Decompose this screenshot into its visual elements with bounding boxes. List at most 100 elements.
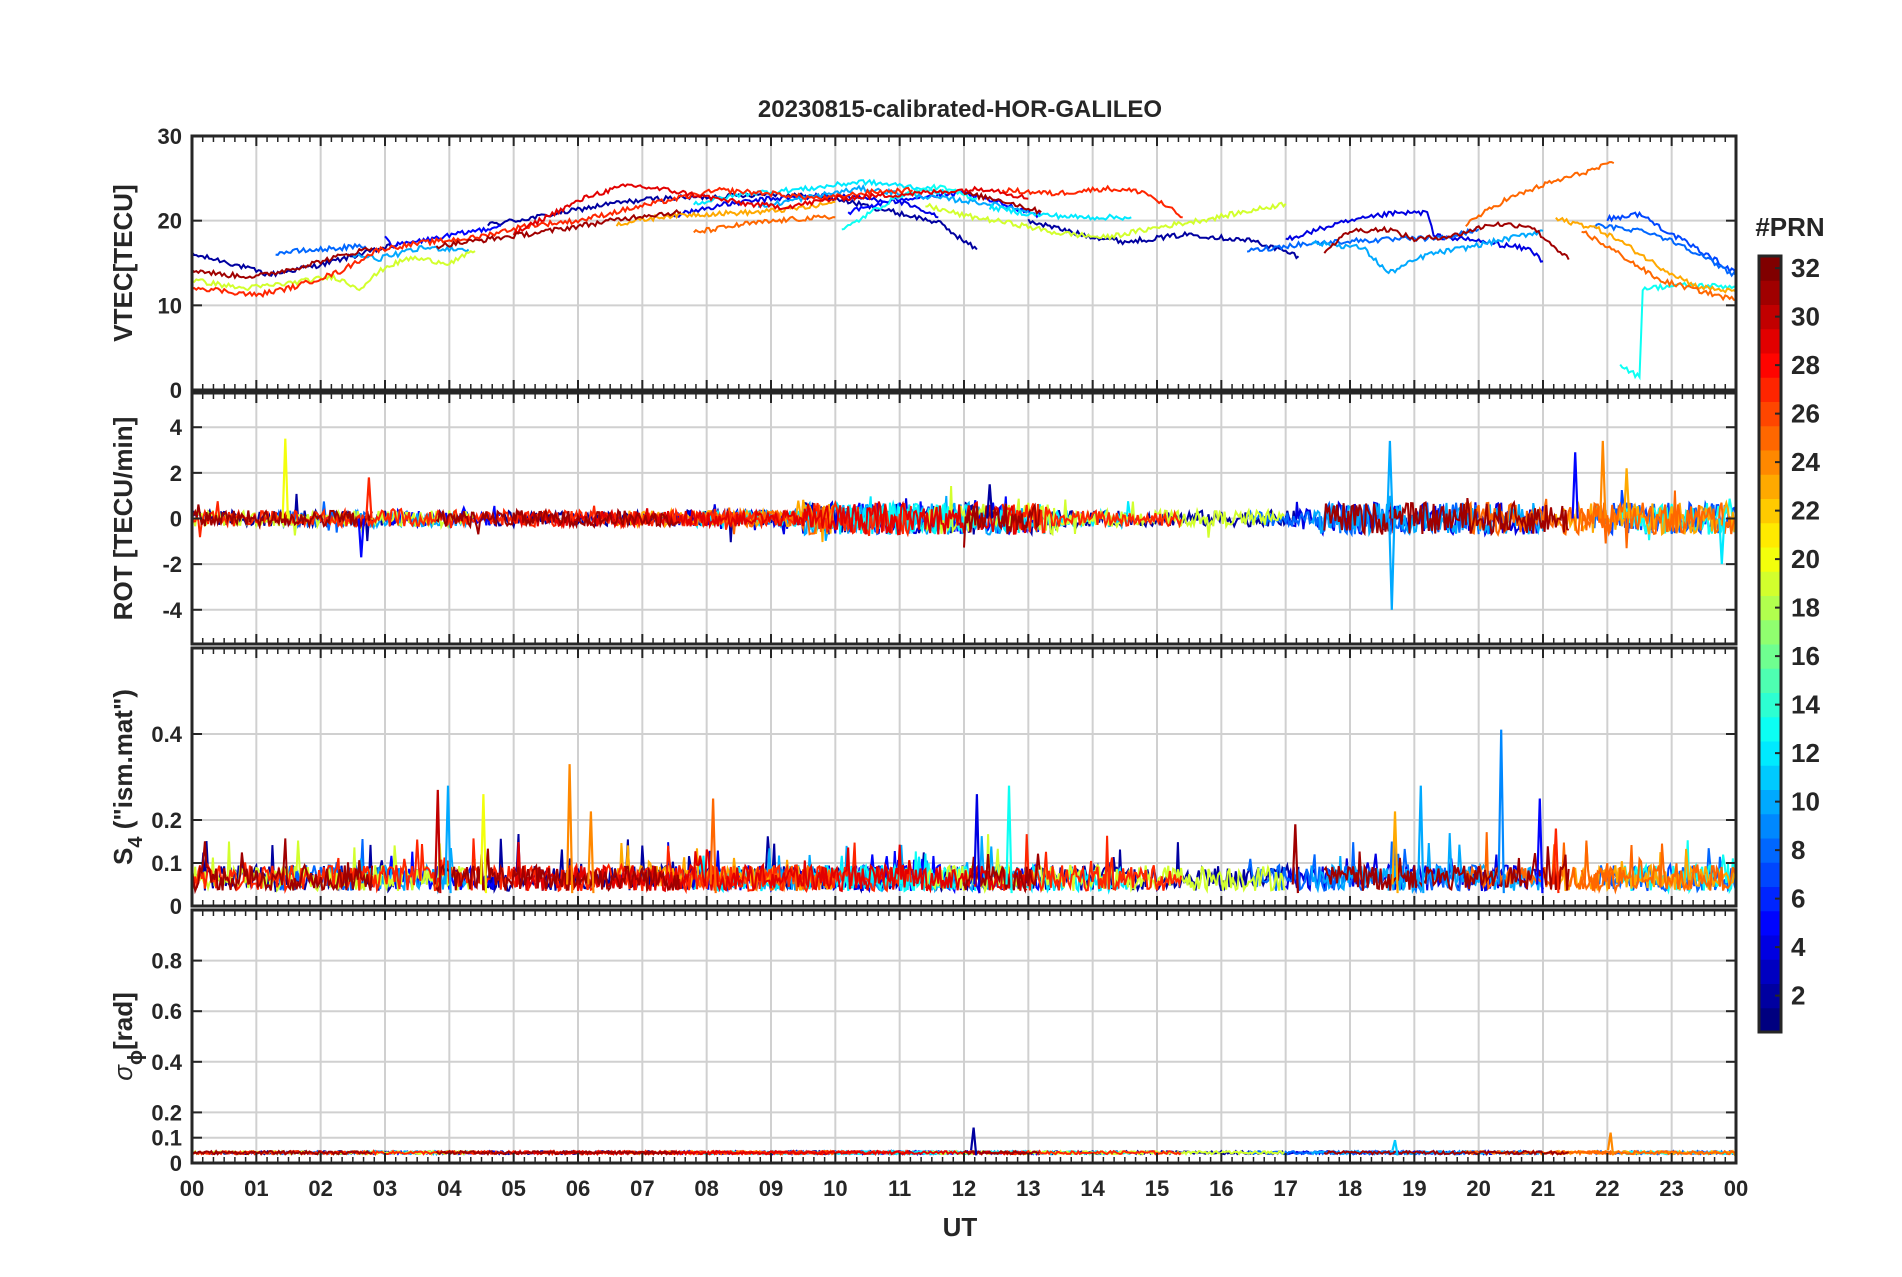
colorbar-tick-label: 24 xyxy=(1791,447,1820,477)
colorbar-tick-label: 16 xyxy=(1791,641,1820,671)
y-tick-label: 4 xyxy=(170,415,183,440)
colorbar-swatch xyxy=(1759,1007,1781,1033)
panel-1: 0 10 20 30 VTEC[TECU] xyxy=(108,124,1738,403)
panel-data xyxy=(192,729,1736,895)
colorbar-tick-label: 26 xyxy=(1791,399,1820,429)
colorbar-tick-label: 30 xyxy=(1791,302,1820,332)
vtec-series-prn-8 xyxy=(275,242,367,256)
colorbar-swatch xyxy=(1759,789,1781,815)
s4-spike xyxy=(587,811,595,894)
vtec-series-prn-31 xyxy=(435,208,682,250)
colorbar-swatch xyxy=(1759,935,1781,960)
vtec-series-prn-25 xyxy=(693,214,836,234)
colorbar-swatch xyxy=(1759,498,1781,524)
y-tick-label: 0.2 xyxy=(151,808,182,833)
x-tick-label: 21 xyxy=(1531,1176,1555,1201)
vtec-series-prn-7 xyxy=(1606,210,1736,274)
colorbar-swatch xyxy=(1759,838,1781,863)
y-tick-label: -4 xyxy=(162,598,182,623)
colorbar-swatch xyxy=(1759,522,1781,548)
colorbar-swatch xyxy=(1759,328,1781,354)
y-tick-label: -2 xyxy=(162,552,182,577)
sigma-spike xyxy=(970,1127,978,1156)
y-axis-label: S4 ("ism.mat") xyxy=(108,689,147,865)
y-tick-label: 20 xyxy=(158,209,182,234)
s4-series-prn-31 xyxy=(435,848,681,894)
y-tick-label: 30 xyxy=(158,124,182,149)
x-tick-label: 01 xyxy=(244,1176,268,1201)
rot-series-prn-31 xyxy=(1323,497,1570,537)
panel-3: 00.10.20.4S4 ("ism.mat") xyxy=(108,646,1738,919)
x-tick-label: 08 xyxy=(694,1176,718,1201)
colorbar-swatch xyxy=(1759,547,1781,572)
x-axis-label: UT xyxy=(943,1212,978,1242)
s4-spike xyxy=(479,794,488,894)
y-axis-label: ROT [TECU/min] xyxy=(108,417,138,621)
y-tick-label: 2 xyxy=(170,461,182,486)
s4-series-prn-25 xyxy=(1580,843,1736,895)
x-tick-label: 03 xyxy=(373,1176,397,1201)
sigma-series-prn-31 xyxy=(435,1149,680,1156)
colorbar-swatch xyxy=(1759,619,1781,645)
vtec-series-prn-8 xyxy=(1593,222,1736,278)
y-tick-label: 0.8 xyxy=(151,949,182,974)
s4-spike xyxy=(709,798,717,894)
s4-spike xyxy=(566,764,574,894)
colorbar-swatch xyxy=(1759,450,1781,475)
colorbar-tick-label: 14 xyxy=(1791,690,1820,720)
vtec-series-prn-8 xyxy=(1246,227,1480,253)
panel-ticks: -4 -2 0 2 4 xyxy=(162,393,1737,644)
s4-series-prn-31 xyxy=(192,838,374,895)
x-tick-label: 13 xyxy=(1016,1176,1040,1201)
x-tick-label: 04 xyxy=(437,1176,462,1201)
y-axis-label-rest: [rad] xyxy=(108,992,138,1050)
panel-data xyxy=(192,1127,1736,1157)
rot-spike xyxy=(1571,452,1579,519)
y-axis-label-main: σ xyxy=(108,1064,138,1081)
colorbar-tick-label: 12 xyxy=(1791,738,1820,768)
s4-spike xyxy=(444,785,452,894)
colorbar-swatch xyxy=(1759,692,1781,718)
colorbar-swatch xyxy=(1759,716,1781,742)
y-tick-label: 0 xyxy=(170,507,182,532)
vtec-series-prn-29 xyxy=(512,183,1029,236)
x-tick-label: 23 xyxy=(1659,1176,1683,1201)
rot-spike xyxy=(1386,440,1394,519)
rot-spike xyxy=(1599,440,1607,519)
y-axis-label-sub: ϕ xyxy=(125,1050,147,1065)
x-tick-label: 14 xyxy=(1080,1176,1105,1201)
x-tick-label: 00 xyxy=(1724,1176,1748,1201)
x-tick-label: 07 xyxy=(630,1176,654,1201)
rot-spike xyxy=(1623,468,1631,519)
s4-spike xyxy=(1291,824,1299,894)
vtec-series-prn-2 xyxy=(487,191,978,251)
colorbar-tick-label: 28 xyxy=(1791,350,1820,380)
colorbar-swatch xyxy=(1759,886,1781,912)
rot-series-prn-25 xyxy=(1580,490,1736,549)
s4-spike xyxy=(1005,785,1013,894)
x-tick-label: 15 xyxy=(1145,1176,1169,1201)
vtec-series-prn-10 xyxy=(1311,229,1544,275)
sigma-series-prn-29 xyxy=(513,1149,1027,1156)
colorbar-label: #PRN xyxy=(1755,212,1824,242)
rot-series-prn-31 xyxy=(963,502,1041,548)
panel-2: -4 -2 0 2 4 ROT [TECU/min] xyxy=(108,391,1738,646)
vtec-series-prn-23 xyxy=(615,201,836,227)
s4-spike xyxy=(1497,729,1505,894)
rot-spike xyxy=(281,438,289,519)
vtec-series-prn-19 xyxy=(192,250,476,292)
colorbar-swatch xyxy=(1759,765,1781,790)
rot-spike xyxy=(986,484,994,519)
s4-series-prn-25 xyxy=(1464,832,1615,894)
colorbar-swatch xyxy=(1759,959,1781,984)
rot-series-prn-31 xyxy=(192,504,374,530)
vtec-series-prn-12 xyxy=(988,202,1132,221)
y-axis-label-sub: 4 xyxy=(125,836,147,848)
colorbar-swatch xyxy=(1759,256,1781,281)
y-tick-label: 0.4 xyxy=(151,1050,182,1075)
vtec-series-prn-31 xyxy=(192,246,373,280)
y-tick-label: 0.6 xyxy=(151,999,182,1024)
x-tick-label: 02 xyxy=(308,1176,332,1201)
vtec-series-prn-2 xyxy=(192,243,399,278)
